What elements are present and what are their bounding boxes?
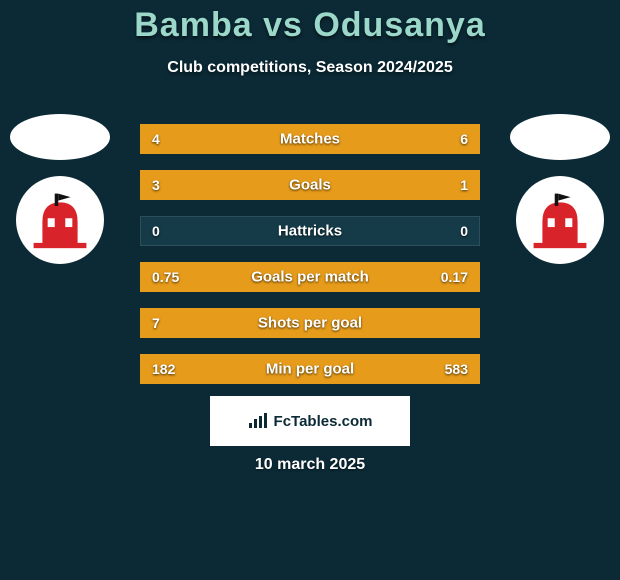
stat-row: 7Shots per goal (140, 308, 480, 338)
attribution-badge: FcTables.com (210, 396, 410, 446)
stat-bar-left (140, 354, 221, 384)
stat-bar-right (395, 170, 480, 200)
stat-row: 182583Min per goal (140, 354, 480, 384)
stat-bar-left (140, 308, 480, 338)
attribution-text: FcTables.com (274, 413, 373, 430)
page-subtitle: Club competitions, Season 2024/2025 (0, 59, 620, 77)
stat-row: 46Matches (140, 124, 480, 154)
stat-bar-left (140, 262, 417, 292)
player-left-avatar (10, 114, 110, 160)
date-label: 10 march 2025 (0, 456, 620, 474)
club-badge-right (516, 176, 604, 264)
stat-bar-left (140, 170, 395, 200)
page-title: Bamba vs Odusanya (0, 0, 620, 45)
stat-row: 00Hattricks (140, 216, 480, 246)
stat-bar-left (140, 124, 276, 154)
player-right-avatar (510, 114, 610, 160)
chart-icon (248, 413, 268, 429)
stat-row: 0.750.17Goals per match (140, 262, 480, 292)
stat-bar-right (276, 124, 480, 154)
comparison-chart: 46Matches 31Goals 00Hattricks 0.750.17Goals… (140, 124, 480, 400)
stat-bar-right (417, 262, 480, 292)
stat-row-bg (140, 216, 480, 246)
club-badge-left (16, 176, 104, 264)
stat-row: 31Goals (140, 170, 480, 200)
stat-bar-right (221, 354, 480, 384)
